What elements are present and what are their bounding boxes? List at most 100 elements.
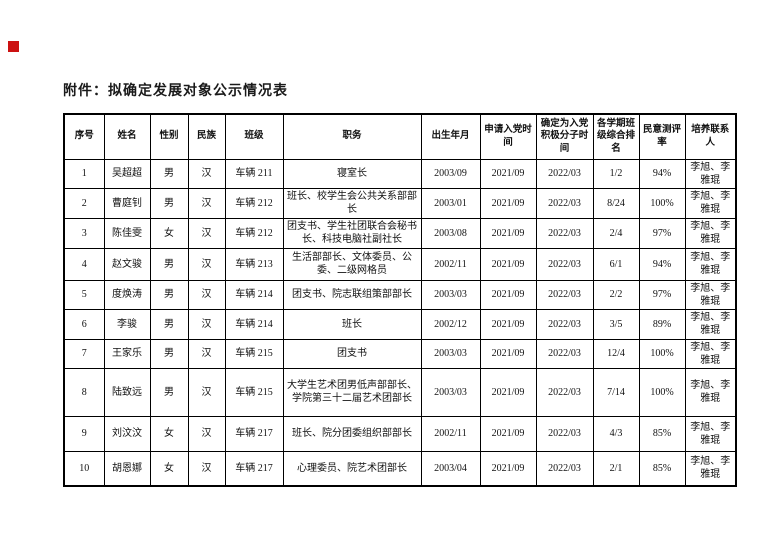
table-row: 6 李骏男汉车辆 214 班长 2002/12 2021/09 2022/03 3/5 89%… [63,308,737,340]
table-cell: 100% [638,367,686,417]
table-cell: 85% [638,415,686,452]
table-cell: 94% [638,247,686,281]
table-cell: 曹庭钊 [103,187,151,219]
table-cell: 2021/09 [479,367,537,417]
table-cell: 2022/03 [535,415,594,452]
candidates-table: 序号 姓名 性别 民族 班级 职务 出生年月 申请入党时间 确定为入党积极分子时间 各学期班级综合… [63,113,737,487]
header-cell: 申请入党时间 [479,113,537,160]
table-cell: 李旭、李雅琨 [684,247,737,281]
table-cell: 男 [149,187,189,219]
table-cell: 100% [638,338,686,369]
table-cell: 胡恩娜 [103,450,151,487]
table-cell: 刘汶汶 [103,415,151,452]
table-cell: 7 [63,338,105,369]
table-cell: 寝室长 [282,158,422,189]
table-cell: 李旭、李雅琨 [684,415,737,452]
table-row: 9 刘汶汶女汉车辆 217 班长、院分团委组织部部长 2002/11 2021/09 20… [63,415,737,452]
header-cell: 性别 [149,113,189,160]
table-cell: 89% [638,308,686,340]
table-cell: 2/2 [592,279,640,310]
attachment-title: 附件：拟确定发展对象公示情况表 [63,84,288,99]
table-row: 7 王家乐男汉车辆 215 团支书 2003/03 2021/09 2022/03 12/4… [63,338,737,369]
table-cell: 吴超超 [103,158,151,189]
table-cell: 2021/09 [479,338,537,369]
table-cell: 2002/11 [420,247,481,281]
red-marker [8,41,19,52]
table-cell: 汉 [187,308,226,340]
table-cell: 2003/04 [420,450,481,487]
table-cell: 94% [638,158,686,189]
table-cell: 2021/09 [479,279,537,310]
table-cell: 2003/03 [420,279,481,310]
table-cell: 汉 [187,247,226,281]
table-cell: 2021/09 [479,308,537,340]
table-cell: 100% [638,187,686,219]
table-cell: 班长、校学生会公共关系部部长 [282,187,422,219]
table-cell: 97% [638,279,686,310]
table-cell: 8 [63,367,105,417]
table-cell: 女 [149,450,189,487]
table-cell: 汉 [187,187,226,219]
table-cell: 2/1 [592,450,640,487]
header-cell: 序号 [63,113,105,160]
table-cell: 大学生艺术团男低声部部长、学院第三十二届艺术团部长 [282,367,422,417]
table-cell: 汉 [187,415,226,452]
table-cell: 10 [63,450,105,487]
table-cell: 团支书、学生社团联合会秘书长、科技电脑社副社长 [282,217,422,249]
table-cell: 2022/03 [535,247,594,281]
table-cell: 6/1 [592,247,640,281]
table-cell: 女 [149,217,189,249]
table-cell: 2002/11 [420,415,481,452]
table-cell: 李骏 [103,308,151,340]
table-cell: 车辆 214 [224,279,284,310]
table-cell: 2021/09 [479,187,537,219]
table-cell: 2021/09 [479,450,537,487]
table-cell: 12/4 [592,338,640,369]
table-row: 5 度焕涛男汉车辆 214 团支书、院志联组策部部长 2003/03 2021/09 20… [63,279,737,310]
table-row: 2 曹庭钊男汉车辆 212 班长、校学生会公共关系部部长 2003/01 2021/09… [63,187,737,219]
table-row: 序号 姓名 性别 民族 班级 职务 出生年月 申请入党时间 确定为入党积极分子时间 各学期班级综合… [63,113,737,160]
table-cell: 2003/03 [420,338,481,369]
table-row: 3 陈佳雯女汉车辆 212 团支书、学生社团联合会秘书长、科技电脑社副社长 2003/… [63,217,737,249]
table-cell: 2021/09 [479,247,537,281]
table-cell: 班长 [282,308,422,340]
table-cell: 男 [149,247,189,281]
table-cell: 度焕涛 [103,279,151,310]
table-cell: 车辆 215 [224,367,284,417]
table-cell: 赵文骏 [103,247,151,281]
table-cell: 李旭、李雅琨 [684,187,737,219]
table-cell: 车辆 211 [224,158,284,189]
table-cell: 李旭、李雅琨 [684,279,737,310]
table-cell: 2003/08 [420,217,481,249]
table-cell: 3/5 [592,308,640,340]
table-header-row: 序号 姓名 性别 民族 班级 职务 出生年月 申请入党时间 确定为入党积极分子时间 各学期班级综合… [63,113,737,160]
table-cell: 王家乐 [103,338,151,369]
table-cell: 97% [638,217,686,249]
table-cell: 车辆 212 [224,187,284,219]
header-cell: 姓名 [103,113,151,160]
table-cell: 车辆 215 [224,338,284,369]
table-cell: 2021/09 [479,217,537,249]
table-cell: 李旭、李雅琨 [684,338,737,369]
table-cell: 85% [638,450,686,487]
table-cell: 汉 [187,279,226,310]
table-row: 1 吴超超男汉车辆 211 寝室长 2003/09 2021/09 2022/03 1/2 9… [63,158,737,189]
table-body: 1 吴超超男汉车辆 211 寝室长 2003/09 2021/09 2022/03 1/2 9… [63,158,737,487]
table-cell: 心理委员、院艺术团部长 [282,450,422,487]
table-cell: 汉 [187,450,226,487]
table-cell: 班长、院分团委组织部部长 [282,415,422,452]
table-cell: 汉 [187,367,226,417]
header-cell: 民族 [187,113,226,160]
table-cell: 男 [149,279,189,310]
table-cell: 车辆 217 [224,415,284,452]
table-cell: 8/24 [592,187,640,219]
table-cell: 2022/03 [535,217,594,249]
header-cell: 各学期班级综合排名 [592,113,640,160]
table-cell: 2022/03 [535,308,594,340]
table-cell: 1 [63,158,105,189]
table-cell: 6 [63,308,105,340]
table-cell: 2022/03 [535,279,594,310]
table-cell: 2021/09 [479,415,537,452]
table-cell: 2003/01 [420,187,481,219]
table-row: 8 陆致远男汉车辆 215 大学生艺术团男低声部部长、学院第三十二届艺术团部长 200… [63,367,737,417]
